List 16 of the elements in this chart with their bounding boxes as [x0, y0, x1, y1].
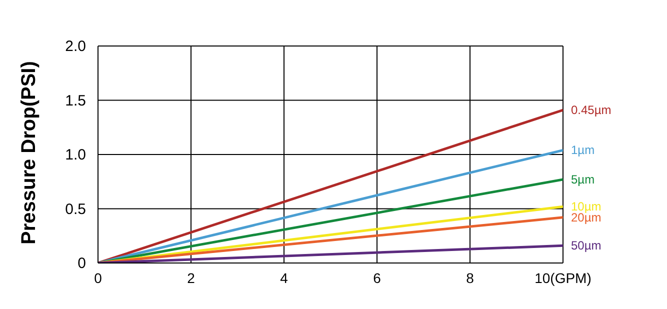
series-label: 0.45µm	[571, 103, 612, 118]
x-tick-label: 2	[187, 270, 196, 286]
series-label: 1µm	[571, 143, 595, 158]
x-tick-label: 8	[466, 270, 474, 286]
y-axis-title: Pressure Drop(PSI)	[18, 61, 40, 244]
y-tick-label: 0	[78, 255, 86, 272]
x-tick-label: 0	[94, 270, 102, 286]
series-label: 50µm	[571, 238, 602, 253]
y-tick-label: 0.5	[65, 200, 86, 218]
x-tick-label: 10(GPM)	[534, 270, 592, 286]
y-tick-label: 2.0	[65, 38, 86, 55]
x-tick-label: 6	[373, 270, 382, 286]
y-tick-label: 1.0	[65, 146, 86, 164]
y-tick-label: 1.5	[65, 92, 86, 110]
series-label: 5µm	[571, 172, 595, 186]
x-tick-label: 4	[280, 270, 288, 286]
